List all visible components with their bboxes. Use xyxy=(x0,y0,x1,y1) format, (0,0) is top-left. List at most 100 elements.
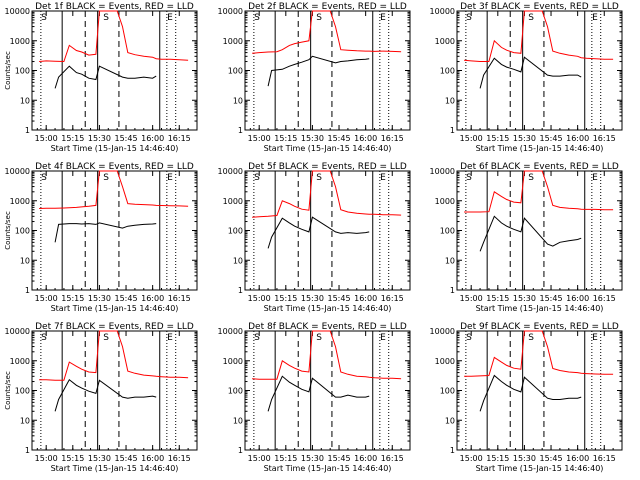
events-series-line xyxy=(54,65,157,89)
x-tick-label: 16:00 xyxy=(141,134,164,143)
y-tick-label: 100 xyxy=(440,67,455,76)
time-marker-s: S xyxy=(528,333,534,343)
time-marker-s: S xyxy=(41,13,47,23)
x-tick-label: 16:15 xyxy=(381,454,404,463)
events-series-line xyxy=(267,216,370,249)
x-tick-label: 15:15 xyxy=(61,454,84,463)
x-tick-label: 16:15 xyxy=(593,294,616,303)
x-axis-label: Start Time (15-Jan-15 14:46:40) xyxy=(51,304,179,313)
chart-title: Det 5f BLACK = Events, RED = LLD xyxy=(248,162,407,172)
y-tick-label: 10000 xyxy=(218,167,243,176)
x-tick-label: 15:15 xyxy=(274,454,297,463)
x-tick-label: 15:15 xyxy=(486,294,509,303)
lld-series-line xyxy=(464,10,614,62)
x-tick-label: 15:45 xyxy=(115,294,138,303)
chart-panel-2: 15:00 15:15 15:30 15:45 16:00 16:15 1 10 100 1000… xyxy=(218,2,411,153)
y-tick-label: 100 xyxy=(15,387,30,396)
x-tick-label: 15:00 xyxy=(248,134,271,143)
y-tick-label: 1 xyxy=(25,126,30,135)
y-tick-label: 1000 xyxy=(435,357,455,366)
plot-frame xyxy=(244,10,411,131)
chart-title: Det 2f BLACK = Events, RED = LLD xyxy=(248,2,407,12)
y-tick-label: 10 xyxy=(445,96,455,105)
time-marker-s: S xyxy=(254,13,260,23)
x-axis-label: Start Time (15-Jan-15 14:46:40) xyxy=(264,144,392,153)
events-series-line xyxy=(479,56,582,89)
chart-panel-7: 15:00 15:15 15:30 15:45 16:00 16:15 1 10 100 1000… xyxy=(4,322,198,473)
y-tick-label: 10 xyxy=(20,256,30,265)
x-tick-label: 16:00 xyxy=(141,454,164,463)
chart-title: Det 6f BLACK = Events, RED = LLD xyxy=(460,162,619,172)
y-tick-label: 10000 xyxy=(430,167,455,176)
time-marker-s: S xyxy=(254,173,260,183)
time-marker-e: E xyxy=(380,173,386,183)
x-axis-label: Start Time (15-Jan-15 14:46:40) xyxy=(264,304,392,313)
x-axis-label: Start Time (15-Jan-15 14:46:40) xyxy=(51,464,179,473)
y-tick-label: 1 xyxy=(238,126,243,135)
x-tick-label: 16:00 xyxy=(566,294,589,303)
events-series-line xyxy=(267,55,370,87)
plot-frame xyxy=(456,170,623,291)
x-tick-label: 15:00 xyxy=(35,454,58,463)
y-tick-label: 1000 xyxy=(10,37,30,46)
time-marker-e: E xyxy=(167,173,173,183)
y-tick-label: 10000 xyxy=(5,167,30,176)
lld-series-line xyxy=(39,10,189,63)
x-tick-label: 15:45 xyxy=(540,454,563,463)
time-marker-e: E xyxy=(167,333,173,343)
x-tick-label: 16:00 xyxy=(566,454,589,463)
y-tick-label: 10000 xyxy=(218,327,243,336)
lld-series-line xyxy=(464,170,614,213)
x-tick-label: 15:45 xyxy=(115,134,138,143)
x-tick-label: 16:00 xyxy=(141,294,164,303)
x-tick-label: 15:00 xyxy=(460,454,483,463)
x-tick-label: 16:00 xyxy=(354,454,377,463)
x-tick-label: 16:15 xyxy=(168,134,191,143)
x-tick-label: 16:15 xyxy=(593,134,616,143)
y-tick-label: 1000 xyxy=(10,357,30,366)
y-tick-label: 1 xyxy=(450,286,455,295)
time-marker-s: S xyxy=(466,13,472,23)
plot-frame xyxy=(244,170,411,291)
chart-panel-4: 15:00 15:15 15:30 15:45 16:00 16:15 1 10 100 1000… xyxy=(4,162,198,313)
time-marker-s: S xyxy=(103,13,109,23)
x-tick-label: 15:15 xyxy=(61,134,84,143)
time-marker-s: S xyxy=(103,333,109,343)
events-series-line xyxy=(54,378,157,412)
y-tick-label: 10 xyxy=(233,256,243,265)
x-tick-label: 15:30 xyxy=(301,454,324,463)
time-marker-s: S xyxy=(41,173,47,183)
x-axis-label: Start Time (15-Jan-15 14:46:40) xyxy=(51,144,179,153)
y-tick-label: 10000 xyxy=(218,7,243,16)
time-marker-s: S xyxy=(316,13,322,23)
x-tick-label: 15:30 xyxy=(301,294,324,303)
y-tick-label: 1 xyxy=(450,446,455,455)
chart-panel-6: 15:00 15:15 15:30 15:45 16:00 16:15 1 10 100 1000… xyxy=(430,162,623,313)
y-tick-label: 10 xyxy=(445,416,455,425)
x-tick-label: 16:00 xyxy=(354,294,377,303)
y-tick-label: 1000 xyxy=(223,197,243,206)
y-tick-label: 1000 xyxy=(223,37,243,46)
y-tick-label: 100 xyxy=(440,387,455,396)
x-tick-label: 15:45 xyxy=(115,454,138,463)
y-tick-label: 1000 xyxy=(223,357,243,366)
time-marker-s: S xyxy=(466,173,472,183)
y-tick-label: 1000 xyxy=(435,37,455,46)
time-marker-e: E xyxy=(380,13,386,23)
x-tick-label: 15:30 xyxy=(88,294,111,303)
y-tick-label: 1 xyxy=(238,286,243,295)
time-marker-e: E xyxy=(592,173,598,183)
chart-panel-8: 15:00 15:15 15:30 15:45 16:00 16:15 1 10 100 1000… xyxy=(218,322,411,473)
x-tick-label: 15:00 xyxy=(248,294,271,303)
lld-series-line xyxy=(252,10,402,54)
y-tick-label: 10 xyxy=(20,416,30,425)
x-tick-label: 15:00 xyxy=(460,294,483,303)
y-tick-label: 10000 xyxy=(5,7,30,16)
y-tick-label: 1 xyxy=(25,446,30,455)
y-tick-label: 100 xyxy=(228,227,243,236)
y-tick-label: 100 xyxy=(228,67,243,76)
plot-frame xyxy=(31,10,198,131)
chart-title: Det 9f BLACK = Events, RED = LLD xyxy=(460,322,619,332)
x-axis-label: Start Time (15-Jan-15 14:46:40) xyxy=(476,464,604,473)
